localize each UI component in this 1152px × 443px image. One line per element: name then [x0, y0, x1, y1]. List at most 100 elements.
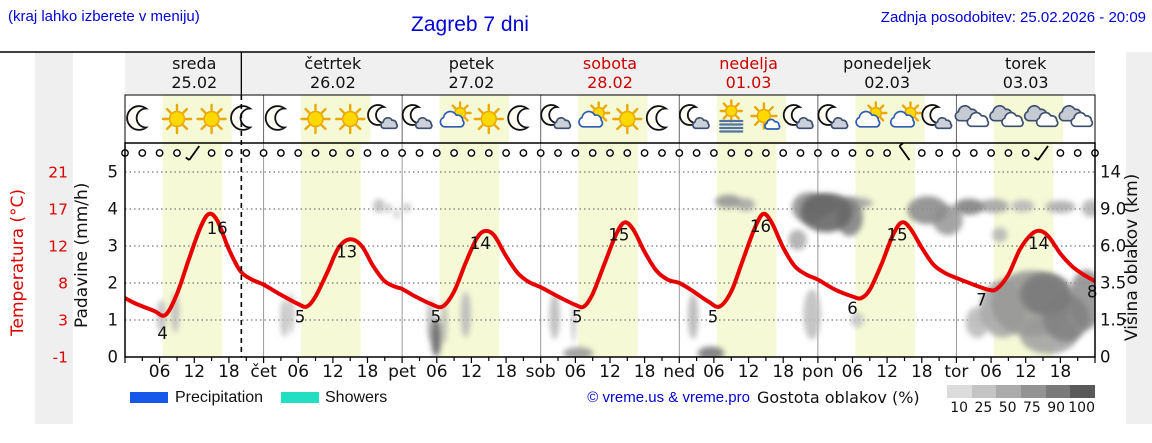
- time-tick-label: 06: [703, 362, 725, 382]
- day-name: sobota: [582, 54, 638, 73]
- weather-icon-sun: [161, 103, 193, 135]
- day-abbr-label: pon: [802, 362, 834, 382]
- weather-icon-clouds: [1058, 104, 1094, 128]
- cloud-height-tick: 1.5: [1100, 311, 1126, 330]
- temperature-value-label: 5: [295, 308, 306, 327]
- weather-icon-moon-cloud: [782, 104, 814, 130]
- day-date: 01.03: [725, 73, 772, 92]
- day-abbr-label: pet: [388, 362, 416, 382]
- cloud-density-scale: [947, 385, 1096, 398]
- showers-swatch: [281, 392, 319, 403]
- day-header-nedelja: nedelja 01.03: [679, 54, 818, 94]
- time-tick-label: 12: [599, 362, 621, 382]
- copyright-link[interactable]: © vreme.us & vreme.pro: [587, 389, 750, 406]
- time-tick-label: 06: [980, 362, 1002, 382]
- day-abbr-label: tor: [944, 362, 968, 382]
- weather-icon-cloud-sun: [439, 101, 472, 128]
- density-scale-segment: [971, 385, 997, 398]
- weather-icon-cloud-sun: [578, 101, 611, 128]
- temperature-value-label: 8: [1087, 282, 1098, 301]
- page-title: Zagreb 7 dni: [411, 13, 529, 36]
- precip-tick: 1: [108, 311, 119, 330]
- temperature-value-label: 5: [708, 308, 719, 327]
- time-tick-label: 06: [149, 362, 171, 382]
- weather-icon-moon: [507, 105, 530, 131]
- density-scale-segment: [947, 385, 972, 398]
- weather-icon-moon: [645, 105, 669, 131]
- right-margin-strip: [1126, 52, 1152, 424]
- temperature-curve: [125, 211, 1095, 318]
- time-tick-label: 18: [495, 362, 517, 382]
- temp-tick: 17: [48, 201, 68, 219]
- precip-tick: 5: [108, 163, 119, 182]
- day-date: 02.03: [864, 73, 911, 92]
- weather-icon-cloud-sun: [855, 101, 888, 128]
- cloud-height-axis-label: Višina oblakov (km): [1122, 173, 1142, 342]
- time-tick-label: 12: [461, 362, 483, 382]
- day-header-torek: torek 03.03: [956, 54, 1095, 94]
- temp-tick: -1: [53, 349, 68, 367]
- density-scale-value: 25: [974, 400, 993, 416]
- precip-tick: 0: [108, 348, 119, 367]
- density-scale-value: 10: [950, 400, 969, 416]
- temp-tick: 21: [48, 164, 68, 182]
- weather-icon-sun: [473, 103, 504, 135]
- time-tick-label: 06: [287, 362, 309, 382]
- weather-icon-clouds: [989, 105, 1024, 128]
- wind-symbol-row: [121, 142, 1099, 161]
- day-name: sreda: [172, 54, 217, 73]
- time-tick-label: 18: [218, 362, 240, 382]
- precipitation-legend-label: Precipitation: [175, 389, 264, 406]
- density-scale-value: 50: [998, 400, 1017, 416]
- time-tick-label: 06: [565, 362, 587, 382]
- precipitation-swatch: [130, 392, 168, 403]
- cloud-density-scale-values: 10 25 50 75 90 100: [947, 400, 1095, 416]
- temperature-value-label: 6: [847, 299, 858, 318]
- day-date: 25.02: [171, 73, 218, 92]
- temperature-value-label: 16: [750, 217, 771, 236]
- weather-icon-clouds: [1023, 104, 1059, 128]
- temperature-value-label: 15: [608, 226, 629, 245]
- precip-tick: 2: [108, 274, 119, 293]
- cloud-height-tick: 6.0: [1100, 237, 1126, 256]
- weather-icon-cloud-sun: [889, 101, 923, 128]
- density-scale-segment: [996, 385, 1022, 398]
- day-name: četrtek: [304, 54, 362, 73]
- time-tick-label: 18: [1050, 362, 1072, 382]
- temperature-value-label: 16: [207, 219, 228, 238]
- weather-icon-sun-cloud: [750, 102, 781, 130]
- temperature-value-label: 5: [572, 308, 583, 327]
- temp-tick: 12: [48, 238, 68, 256]
- time-tick-label: 18: [634, 362, 656, 382]
- day-abbr-label: sob: [526, 362, 556, 382]
- density-scale-segment: [1070, 385, 1096, 398]
- time-tick-label: 18: [911, 362, 933, 382]
- temperature-axis-label: Temperatura (°C): [8, 188, 28, 337]
- weather-icon-moon: [264, 105, 288, 131]
- weather-icon-sun-fog: [719, 99, 744, 133]
- density-scale-segment: [1021, 385, 1046, 398]
- weather-icon-moon-cloud: [401, 104, 433, 130]
- temperature-value-label: 15: [887, 226, 908, 245]
- density-scale-value: 75: [1022, 400, 1041, 416]
- weather-icon-moon-cloud: [817, 104, 849, 130]
- time-tick-label: 12: [876, 362, 898, 382]
- weather-icon-moon: [126, 105, 149, 131]
- density-scale-value: 100: [1068, 400, 1095, 416]
- weather-icon-clouds: [954, 104, 990, 128]
- day-header-petek: petek 27.02: [402, 54, 541, 94]
- day-date: 03.03: [1002, 73, 1049, 92]
- day-abbr-label: ned: [663, 362, 695, 382]
- day-header-četrtek: četrtek 26.02: [264, 54, 403, 94]
- time-tick-label: 18: [357, 362, 379, 382]
- cloud-height-tick: 14: [1100, 163, 1121, 182]
- day-name: nedelja: [719, 54, 778, 73]
- temperature-value-label: 5: [431, 308, 442, 327]
- time-tick-label: 18: [772, 362, 794, 382]
- cloud-density-legend-label: Gostota oblakov (%): [757, 388, 920, 407]
- time-tick-label: 06: [426, 362, 448, 382]
- weather-icon-sun: [612, 103, 643, 135]
- weather-icon-sun: [335, 103, 366, 135]
- weather-icon-moon-cloud: [367, 104, 399, 130]
